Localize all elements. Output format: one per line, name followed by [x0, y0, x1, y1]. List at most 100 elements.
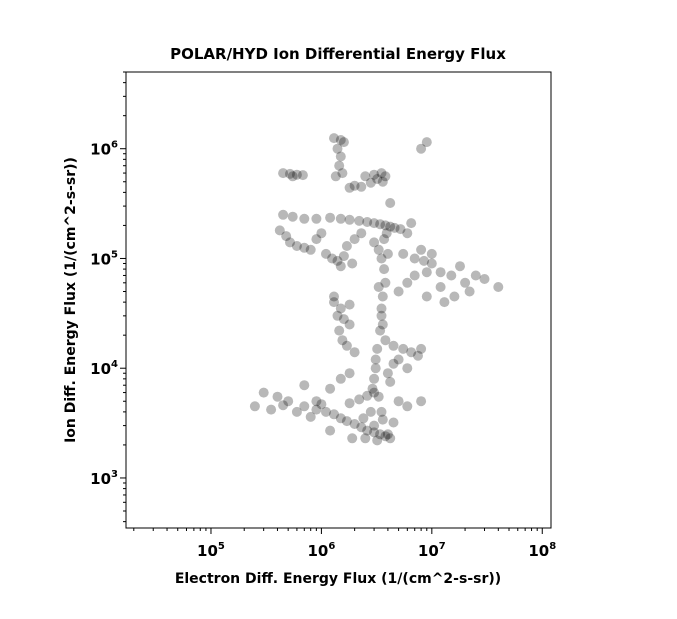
data-point [332, 143, 343, 154]
data-point [369, 387, 380, 398]
data-point [393, 286, 404, 297]
data-point [341, 340, 352, 351]
data-point [379, 234, 390, 245]
data-point [325, 425, 336, 436]
data-point [362, 217, 373, 227]
data-point [416, 244, 427, 255]
data-point [329, 291, 339, 302]
data-point [373, 282, 384, 292]
data-point [335, 261, 346, 272]
data-point [332, 310, 343, 321]
data-point [377, 319, 388, 330]
data-point [426, 248, 437, 259]
data-point [341, 241, 352, 251]
data-point [321, 406, 331, 417]
data-point [321, 248, 331, 259]
data-point [278, 168, 289, 179]
data-point [369, 169, 380, 180]
data-point [299, 242, 310, 253]
data-point [285, 168, 295, 179]
data-point [299, 213, 310, 224]
data-point [278, 209, 289, 220]
data-point [372, 343, 383, 354]
data-point [283, 396, 294, 407]
data-point [335, 135, 346, 145]
data-point [347, 258, 358, 269]
data-point [344, 319, 355, 330]
data-point [376, 406, 387, 417]
data-point [409, 253, 420, 264]
data-point [369, 427, 380, 438]
data-point [398, 343, 409, 354]
data-point [335, 213, 346, 224]
data-point [278, 400, 289, 411]
data-point [375, 219, 386, 230]
data-point [358, 413, 369, 424]
data-point [369, 373, 380, 384]
data-point [395, 224, 406, 235]
data-point [380, 431, 391, 442]
data-point [446, 270, 457, 281]
data-point [258, 387, 269, 398]
data-point [419, 255, 429, 266]
data-point [373, 244, 384, 255]
x-tick-label: 106 [307, 541, 335, 560]
data-point [369, 218, 380, 229]
data-point [402, 401, 413, 412]
data-point [299, 380, 310, 391]
data-point [398, 248, 409, 259]
data-point [416, 396, 427, 407]
data-point [385, 198, 396, 208]
data-point [291, 241, 302, 251]
data-point [349, 180, 360, 191]
data-point [291, 406, 302, 417]
data-point [287, 211, 298, 222]
data-point [380, 171, 391, 182]
data-point [385, 221, 396, 232]
data-point [380, 220, 391, 231]
data-point [493, 282, 504, 292]
data-point [388, 417, 399, 428]
data-point [376, 303, 387, 314]
data-point [281, 231, 292, 242]
data-point [370, 363, 381, 374]
data-point [413, 350, 423, 361]
data-point [375, 325, 386, 336]
data-point [388, 340, 399, 351]
data-point [338, 137, 349, 148]
data-point [416, 343, 427, 354]
data-point [393, 354, 404, 365]
data-point [421, 137, 432, 148]
data-point [349, 234, 360, 245]
data-point [421, 291, 432, 302]
data-point [376, 310, 387, 321]
data-point [382, 248, 393, 259]
data-point [455, 261, 465, 272]
chart-title: POLAR/HYD Ion Differential Energy Flux [170, 45, 506, 63]
data-point [316, 228, 327, 239]
data-point [354, 215, 365, 226]
data-point [435, 267, 446, 278]
data-point [380, 277, 391, 288]
y-tick-label: 103 [90, 469, 118, 488]
data-point [311, 404, 322, 415]
data-point [349, 419, 360, 429]
data-point [349, 347, 360, 358]
y-tick-label: 105 [90, 249, 118, 268]
data-point [389, 222, 400, 233]
data-point [369, 420, 380, 431]
data-point [297, 170, 308, 181]
data-point [341, 416, 352, 427]
data-point [377, 291, 388, 302]
data-point [335, 151, 346, 162]
data-point [360, 171, 371, 182]
data-point [362, 390, 373, 401]
data-point [327, 253, 338, 264]
data-point [344, 368, 355, 379]
data-point [360, 433, 371, 444]
data-point [375, 429, 386, 440]
data-point [344, 182, 355, 193]
data-point [372, 435, 383, 446]
data-point [356, 228, 367, 239]
plot-frame [125, 71, 552, 529]
